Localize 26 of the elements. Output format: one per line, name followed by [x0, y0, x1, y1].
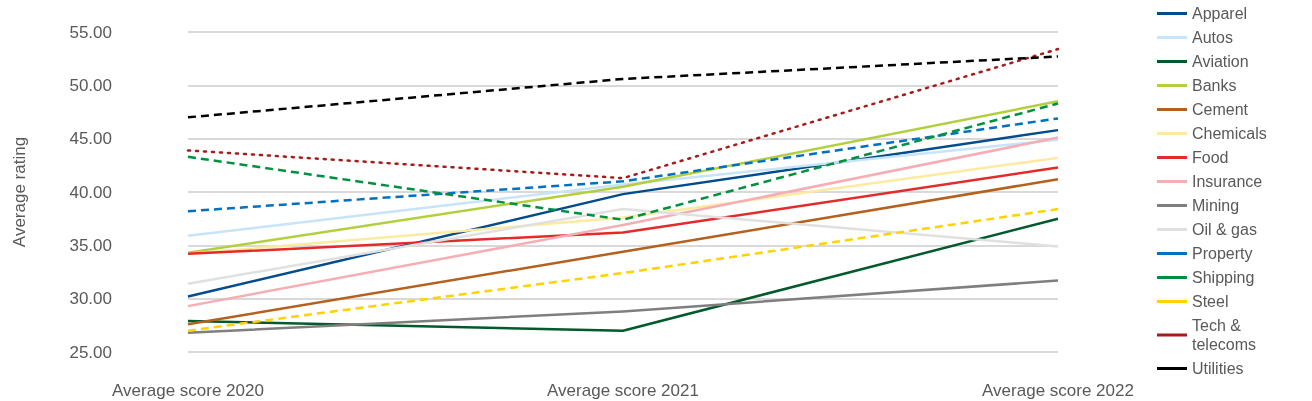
legend-label: Autos: [1192, 29, 1233, 46]
y-tick-label: 45.00: [69, 129, 112, 149]
legend-label: Food: [1192, 149, 1229, 166]
legend-label: Shipping: [1192, 269, 1255, 286]
legend-label: Utilities: [1192, 360, 1244, 377]
legend-label: Cement: [1192, 101, 1249, 118]
y-tick-label: 25.00: [69, 342, 112, 362]
y-tick-label: 30.00: [69, 289, 112, 309]
y-tick-label: 55.00: [69, 22, 112, 42]
x-tick-label: Average score 2020: [112, 381, 264, 400]
y-axis-title: Average rating: [10, 136, 29, 248]
y-tick-label: 35.00: [69, 235, 112, 255]
x-tick-label: Average score 2022: [982, 381, 1134, 400]
y-tick-label: 50.00: [69, 75, 112, 95]
legend-label: Steel: [1192, 293, 1229, 310]
legend-label: Banks: [1192, 77, 1237, 94]
y-tick-label: 40.00: [69, 182, 112, 202]
legend-label: Mining: [1192, 197, 1240, 214]
legend-label: Oil & gas: [1192, 221, 1257, 238]
legend-label: Tech & telecoms: [1192, 317, 1257, 353]
legend-label: Chemicals: [1192, 125, 1267, 142]
legend-label: Apparel: [1192, 5, 1248, 22]
legend-label: Insurance: [1192, 173, 1263, 190]
x-tick-label: Average score 2021: [547, 381, 699, 400]
legend-label: Aviation: [1192, 53, 1249, 70]
legend-label: Property: [1192, 245, 1253, 262]
